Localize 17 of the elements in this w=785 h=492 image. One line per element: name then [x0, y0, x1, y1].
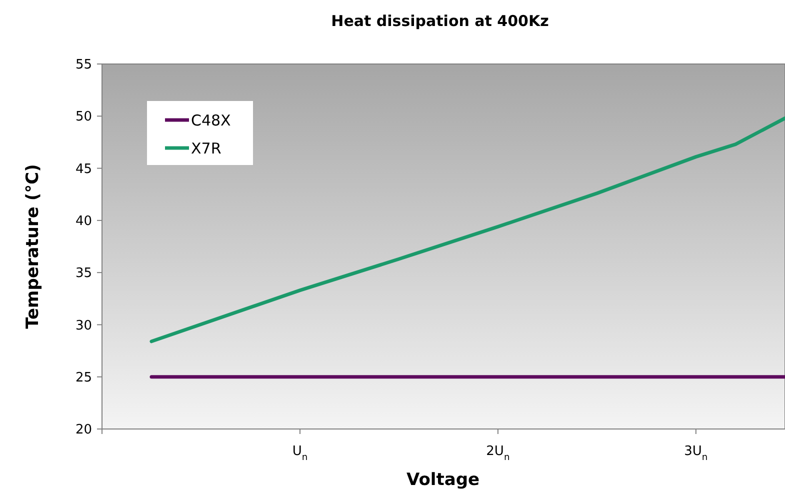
y-tick-label: 20: [75, 422, 92, 438]
x-axis-title: Voltage: [406, 470, 480, 490]
y-tick-label: 45: [75, 162, 92, 177]
line-series: [150, 116, 785, 344]
y-tick-label: 25: [75, 370, 92, 386]
chart-title: Heat dissipation at 400Kz: [331, 12, 550, 30]
y-tick-label: 55: [75, 58, 92, 73]
y-axis-title: Temperature (°C): [23, 164, 43, 329]
legend-label: X7R: [191, 139, 222, 158]
y-tick-label: 50: [75, 110, 92, 125]
y-tick-label: 35: [75, 266, 92, 282]
x-tick-label: U$_{n}$: [292, 444, 308, 463]
y-tick-label: 40: [75, 214, 92, 229]
x-tick-label: 2U$_{n}$: [486, 444, 510, 463]
legend-label: C48X: [191, 111, 231, 130]
y-tick-label: 30: [75, 318, 92, 334]
x-tick-label: 3U$_{n}$: [684, 444, 708, 463]
